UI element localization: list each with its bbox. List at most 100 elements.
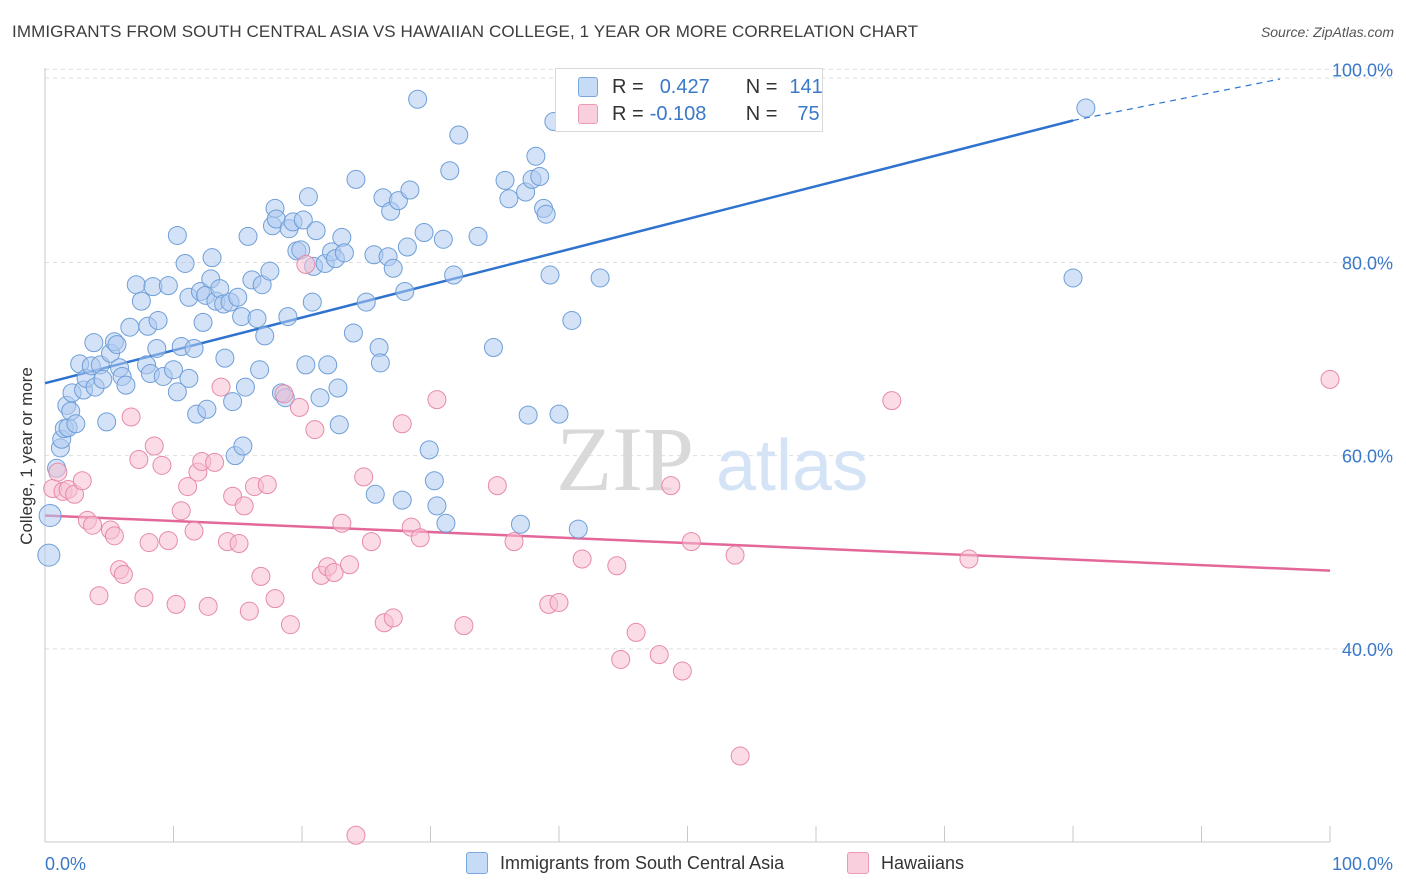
pink-point bbox=[626, 622, 646, 642]
blue-point bbox=[562, 310, 582, 330]
pink-point bbox=[427, 390, 447, 410]
blue-point bbox=[164, 360, 183, 380]
pink-point bbox=[171, 501, 191, 521]
pink-point bbox=[410, 528, 430, 548]
pink-point bbox=[166, 594, 186, 614]
x-tick-label-max: 100.0% bbox=[1332, 854, 1393, 874]
blue-point bbox=[397, 237, 417, 257]
legend-swatch-blue bbox=[578, 77, 598, 97]
y-axis-label: College, 1 year or more bbox=[17, 367, 36, 545]
blue-point bbox=[247, 309, 267, 329]
pink-point bbox=[549, 592, 569, 612]
bottom-legend-label-blue: Immigrants from South Central Asia bbox=[500, 852, 785, 873]
blue-point bbox=[436, 513, 456, 533]
blue-point bbox=[318, 355, 338, 375]
pink-point bbox=[324, 563, 344, 583]
blue-point bbox=[328, 378, 348, 398]
pink-point bbox=[487, 476, 507, 496]
blue-point bbox=[228, 287, 248, 307]
blue-point bbox=[414, 223, 434, 243]
blue-point bbox=[383, 258, 403, 278]
pink-point bbox=[274, 384, 294, 404]
pink-point bbox=[882, 391, 902, 411]
pink-point bbox=[361, 532, 381, 552]
blue-point bbox=[202, 248, 222, 268]
pink-point bbox=[89, 586, 109, 606]
legend-r-label: R = bbox=[612, 102, 644, 125]
pink-point bbox=[211, 377, 231, 397]
pink-point bbox=[104, 526, 124, 546]
pink-point bbox=[392, 414, 412, 434]
blue-point bbox=[356, 292, 376, 312]
blue-point bbox=[440, 161, 460, 181]
blue-point bbox=[395, 281, 415, 301]
pink-point bbox=[134, 588, 154, 608]
blue-point bbox=[540, 265, 560, 285]
watermark: ZIP atlas bbox=[556, 408, 868, 510]
legend-row-blue: R = 0.427 N = 141 bbox=[578, 75, 823, 99]
blue-point bbox=[235, 377, 255, 397]
chart-title: IMMIGRANTS FROM SOUTH CENTRAL ASIA VS HA… bbox=[12, 22, 919, 41]
pink-point bbox=[229, 534, 249, 554]
pink-point bbox=[383, 608, 403, 628]
pink-point bbox=[730, 746, 750, 766]
blue-point bbox=[468, 226, 488, 246]
blue-point bbox=[310, 388, 330, 408]
blue-point bbox=[37, 543, 61, 567]
pink-point bbox=[607, 556, 627, 576]
blue-point bbox=[433, 229, 453, 249]
pink-point bbox=[152, 455, 172, 475]
pink-point bbox=[504, 532, 524, 552]
pink-point bbox=[72, 471, 92, 491]
blue-point bbox=[293, 210, 313, 230]
gridlines bbox=[45, 68, 1395, 650]
blue-point bbox=[536, 204, 556, 224]
y-tick-label: 80.0% bbox=[1342, 253, 1393, 273]
pink-point bbox=[289, 397, 309, 417]
blue-point bbox=[193, 312, 213, 332]
bottom-legend-blue: Immigrants from South Central Asia bbox=[466, 852, 784, 874]
blue-point bbox=[346, 169, 366, 189]
source-credit: Source: ZipAtlas.com bbox=[1260, 24, 1394, 40]
pink-point bbox=[129, 450, 149, 470]
blue-point bbox=[84, 333, 104, 353]
blue-point bbox=[215, 348, 235, 368]
pink-point bbox=[139, 533, 159, 553]
pink-point bbox=[649, 645, 669, 665]
blue-point bbox=[1076, 98, 1096, 118]
pink-point bbox=[184, 521, 204, 541]
blue-point bbox=[530, 167, 550, 187]
blue-point bbox=[343, 323, 363, 343]
blue-point bbox=[332, 227, 352, 247]
blue-point bbox=[365, 484, 385, 504]
bottom-legend-label-pink: Hawaiians bbox=[881, 852, 965, 873]
pink-point bbox=[305, 420, 325, 440]
blue-point bbox=[518, 405, 538, 425]
legend-n-label: N = bbox=[745, 75, 778, 98]
blue-point bbox=[116, 375, 136, 395]
bottom-legend-pink: Hawaiians bbox=[847, 852, 964, 874]
legend-n-value: 75 bbox=[797, 102, 820, 125]
pink-point bbox=[113, 564, 133, 584]
pink-point bbox=[672, 661, 692, 681]
blue-point bbox=[131, 291, 151, 311]
x-tick-label-min: 0.0% bbox=[45, 854, 86, 874]
blue-point bbox=[66, 414, 86, 434]
blue-point bbox=[179, 368, 199, 388]
pink-point bbox=[144, 436, 164, 456]
blue-point bbox=[449, 125, 469, 145]
pink-point bbox=[239, 601, 259, 621]
blue-point bbox=[334, 243, 354, 263]
blue-point bbox=[427, 496, 447, 516]
blue-point bbox=[278, 307, 298, 327]
pink-point bbox=[340, 555, 360, 575]
blue-point bbox=[38, 504, 62, 528]
blue-point bbox=[148, 310, 168, 330]
pink-point bbox=[332, 513, 352, 533]
blue-point bbox=[298, 187, 318, 207]
blue-point bbox=[444, 265, 464, 285]
y-tick-label: 40.0% bbox=[1342, 640, 1393, 660]
pink-point bbox=[681, 532, 701, 552]
y-tick-label: 60.0% bbox=[1342, 447, 1393, 467]
pink-point bbox=[158, 531, 178, 551]
